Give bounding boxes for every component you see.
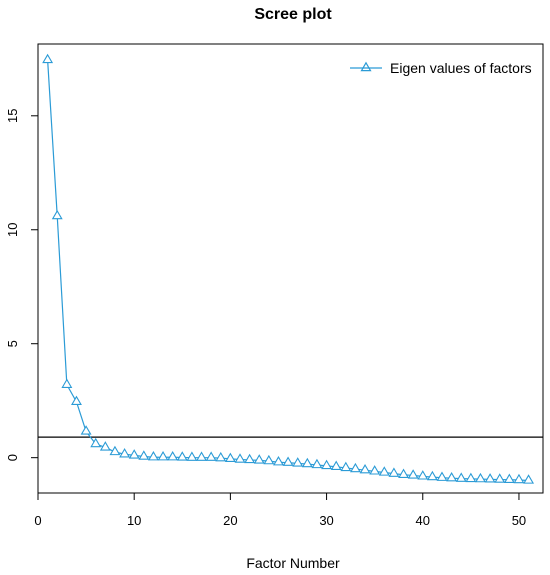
x-axis-label: Factor Number: [246, 555, 340, 571]
data-point-marker: [167, 450, 179, 461]
data-point-marker: [42, 53, 54, 64]
data-point-marker: [455, 472, 467, 482]
data-point-marker: [378, 466, 390, 476]
data-point-marker: [109, 445, 121, 456]
data-point-marker: [340, 461, 352, 472]
data-point-marker: [253, 454, 265, 464]
data-point-marker: [349, 462, 361, 473]
data-point-marker: [388, 467, 400, 477]
data-point-marker: [311, 458, 323, 469]
data-point-marker: [224, 452, 236, 463]
data-point-marker: [119, 448, 131, 458]
data-point-marker: [446, 471, 458, 482]
data-point-marker: [128, 449, 140, 459]
data-point-marker: [263, 454, 275, 465]
data-point-marker: [99, 441, 111, 451]
y-axis: 0 5 10 15: [5, 109, 39, 461]
data-point-marker: [157, 450, 169, 461]
data-point-marker: [321, 459, 333, 470]
data-point-marker: [301, 457, 313, 468]
data-point-marker: [80, 425, 92, 435]
data-point-marker: [186, 451, 198, 461]
x-tick-label: 50: [512, 513, 526, 528]
x-tick-label: 0: [34, 513, 41, 528]
data-point-marker: [417, 470, 429, 480]
data-point-marker: [292, 457, 304, 467]
chart-title: Scree plot: [254, 6, 332, 23]
data-point-marker: [176, 451, 188, 461]
data-point-marker: [523, 474, 535, 484]
legend-triangle-marker: [360, 61, 372, 72]
series-layer: [42, 53, 535, 484]
data-point-marker: [484, 473, 496, 483]
data-point-marker: [359, 463, 371, 474]
data-point-marker: [426, 470, 438, 481]
y-tick-label: 10: [5, 223, 20, 237]
data-point-marker: [503, 473, 515, 483]
series-line: [47, 59, 529, 482]
data-point-marker: [147, 450, 159, 461]
x-axis: 0 10 20 30 40 50: [34, 492, 526, 528]
data-point-marker: [138, 450, 150, 460]
x-tick-label: 30: [319, 513, 333, 528]
legend-label: Eigen values of factors: [390, 60, 532, 76]
data-point-marker: [494, 473, 506, 483]
data-point-marker: [215, 451, 227, 462]
y-tick-label: 0: [5, 454, 20, 461]
data-point-marker: [71, 395, 82, 406]
data-point-marker: [513, 473, 525, 484]
data-point-marker: [205, 451, 217, 461]
legend: Eigen values of factors: [350, 60, 532, 76]
data-point-marker: [436, 471, 448, 481]
data-point-marker: [475, 472, 486, 483]
x-tick-label: 40: [416, 513, 430, 528]
data-point-marker: [196, 451, 207, 461]
data-point-marker: [244, 453, 256, 464]
data-point-marker: [234, 453, 246, 463]
data-point-marker: [330, 460, 342, 470]
data-point-marker: [51, 209, 63, 220]
data-point-marker: [407, 469, 419, 479]
data-point-marker: [61, 378, 73, 388]
data-point-marker: [369, 465, 381, 475]
data-point-marker: [282, 456, 294, 466]
x-tick-label: 10: [127, 513, 141, 528]
y-tick-label: 5: [5, 340, 20, 347]
data-point-marker: [398, 468, 409, 478]
data-point-marker: [273, 455, 284, 466]
plot-area-frame: [37, 43, 544, 494]
x-tick-label: 20: [223, 513, 237, 528]
y-tick-label: 15: [5, 109, 20, 123]
data-point-marker: [465, 472, 477, 483]
data-point-marker: [90, 437, 102, 448]
